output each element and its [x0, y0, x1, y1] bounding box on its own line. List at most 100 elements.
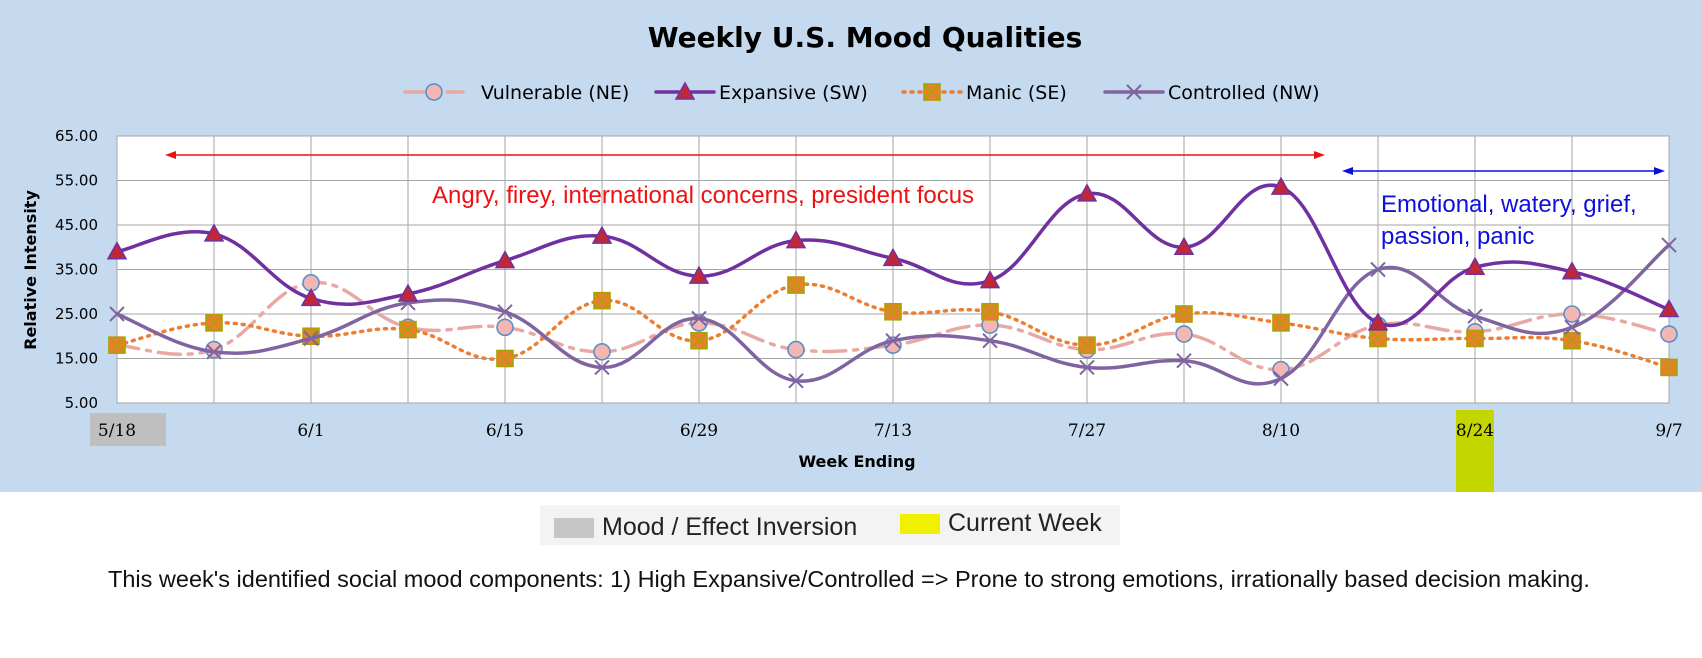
data-point — [1270, 176, 1292, 195]
x-tick-label: 6/1 — [297, 421, 324, 441]
chart-title: Weekly U.S. Mood Qualities — [648, 21, 1083, 54]
data-point-cross — [1371, 331, 1385, 346]
data-point-cross — [1177, 307, 1191, 321]
annotation-blue-line: Emotional, watery, grief, — [1381, 191, 1637, 218]
data-point — [1564, 319, 1580, 336]
data-point — [690, 331, 708, 350]
legend-label: Controlled (NW) — [1168, 82, 1320, 104]
y-tick-label: 55.00 — [55, 172, 98, 190]
highlight-band-8-24 — [1456, 410, 1494, 492]
data-point — [594, 359, 610, 376]
data-point — [1367, 312, 1389, 331]
y-tick-label: 35.00 — [55, 261, 98, 279]
data-point-cross — [983, 305, 997, 319]
x-tick-label: 6/29 — [680, 421, 718, 441]
x-tick-label: 8/10 — [1262, 421, 1300, 441]
x-tick-label: 9/7 — [1655, 421, 1682, 441]
series-line — [115, 282, 1671, 370]
data-point — [205, 314, 223, 332]
data-point — [1370, 261, 1386, 278]
data-point — [882, 247, 904, 267]
blue-span-arrow-head-left — [1342, 167, 1353, 175]
series-line — [115, 280, 1671, 372]
legend-label: Manic (SE) — [966, 82, 1067, 104]
data-point-cross — [1080, 338, 1094, 352]
highlight-key: Mood / Effect Inversion Current Week — [540, 505, 1120, 545]
data-point — [497, 304, 513, 320]
data-point-cross — [789, 278, 803, 292]
data-point — [593, 291, 611, 310]
legend-label: Expansive (SW) — [719, 82, 868, 104]
x-tick-label: 6/15 — [486, 421, 524, 441]
inversion-swatch — [554, 518, 594, 539]
key-inversion-label: Mood / Effect Inversion — [602, 513, 858, 541]
legend-label: Vulnerable (NE) — [481, 82, 629, 104]
data-point — [979, 270, 1001, 289]
data-point — [300, 287, 322, 307]
key-current-week: Current Week — [900, 509, 1102, 538]
data-point-cross — [1662, 360, 1676, 374]
annotations: Angry, firey, international concerns, pr… — [165, 151, 1665, 250]
data-point — [1661, 237, 1677, 253]
x-axis-ticks: 5/18 6/1 6/15 6/29 7/13 7/27 8/10 8/24 9/7 — [98, 421, 1683, 441]
data-point — [688, 265, 710, 284]
data-point — [397, 283, 419, 302]
red-span-arrow — [165, 151, 1325, 159]
data-point — [1466, 329, 1484, 348]
data-point — [884, 302, 902, 321]
legend-marker-cross — [925, 85, 939, 99]
data-point — [982, 332, 998, 349]
annotation-red: Angry, firey, international concerns, pr… — [432, 182, 974, 209]
data-point — [1273, 370, 1289, 387]
gridlines — [116, 135, 1670, 404]
legend-item: Vulnerable (NE) — [403, 82, 629, 104]
red-span-arrow-head-left — [165, 151, 176, 159]
data-point — [109, 306, 125, 322]
data-point — [1173, 236, 1195, 255]
data-point — [1660, 358, 1678, 377]
x-tick-label: 5/18 — [98, 421, 136, 441]
data-point — [787, 340, 805, 359]
legend: Vulnerable (NE) Expansive (SW) Manic (SE) C… — [403, 81, 1320, 104]
data-point-cross — [110, 338, 124, 352]
data-point — [496, 349, 514, 368]
data-point-cross — [692, 334, 706, 348]
y-axis-title: Relative Intensity — [21, 190, 40, 350]
data-point — [1464, 256, 1486, 276]
data-point — [1076, 183, 1098, 202]
legend-marker — [923, 83, 941, 101]
data-point — [691, 310, 707, 327]
x-tick-label: 7/27 — [1068, 421, 1106, 441]
data-point — [108, 336, 126, 354]
x-tick-label: 8/24 — [1456, 421, 1494, 441]
data-point — [303, 330, 319, 347]
key-current-label: Current Week — [948, 509, 1102, 537]
data-point — [788, 373, 804, 389]
y-tick-label: 5.00 — [65, 394, 98, 412]
series-controlled — [109, 237, 1677, 389]
data-point — [1176, 353, 1192, 369]
data-point-cross — [595, 294, 609, 308]
highlight-bands — [90, 410, 1494, 492]
y-tick-label: 45.00 — [55, 216, 98, 234]
data-point — [203, 223, 225, 242]
data-point — [1369, 329, 1387, 348]
data-point-cross — [886, 305, 900, 319]
data-point — [1467, 308, 1483, 324]
series-layer — [106, 176, 1680, 389]
y-tick-label: 15.00 — [55, 350, 98, 368]
legend-marker — [1126, 84, 1142, 100]
series-expansive — [106, 176, 1680, 331]
legend-marker — [425, 83, 443, 101]
y-tick-label: 65.00 — [55, 127, 98, 145]
data-point — [1563, 331, 1581, 350]
mood-note: This week's identified social mood compo… — [108, 566, 1590, 592]
x-axis-title: Week Ending — [798, 452, 915, 471]
data-point — [591, 225, 613, 244]
series-manic — [108, 276, 1678, 377]
data-point — [1660, 325, 1678, 343]
data-point — [1272, 314, 1290, 332]
data-point — [206, 344, 222, 360]
legend-item: Manic (SE) — [901, 82, 1067, 104]
data-point — [787, 276, 805, 294]
